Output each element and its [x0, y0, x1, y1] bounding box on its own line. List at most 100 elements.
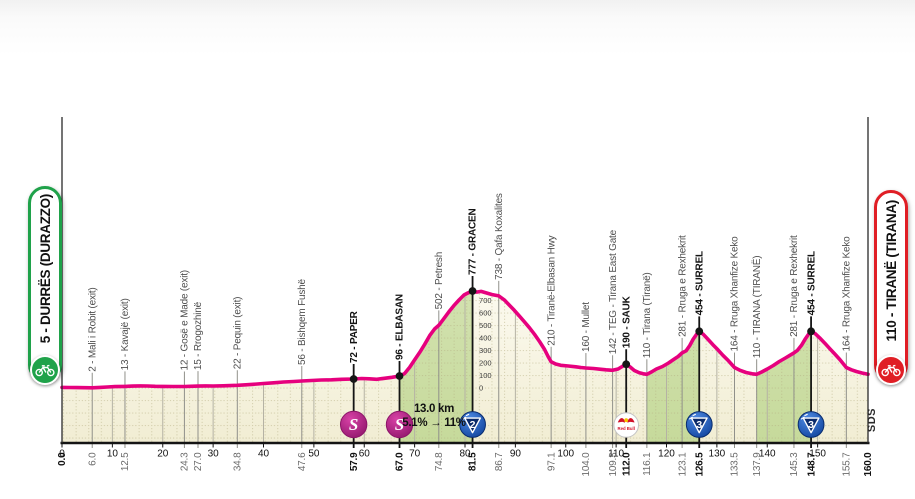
start-town-textwrap: 5 - DURRËS (DURAZZO): [31, 193, 59, 345]
km-value: 133.5: [730, 452, 741, 477]
km-value: 24.3: [180, 452, 191, 471]
axis-tick-label: 40: [258, 449, 270, 460]
sprint-icon: S: [385, 410, 414, 439]
axis-tick-label: 110: [608, 449, 624, 460]
sprint-icon: S: [339, 410, 368, 439]
elevation-scale-label: 0: [479, 384, 483, 393]
elevation-scale-label: 500: [479, 321, 492, 330]
km-value: 104.0: [581, 452, 592, 477]
svg-text:3: 3: [696, 419, 702, 431]
waypoint-label: 502 - Petresh: [434, 252, 445, 309]
finish-town-textwrap: 110 - TIRANË (TIRANA): [877, 197, 905, 345]
finish-town-badge: 110 - TIRANË (TIRANA): [874, 190, 908, 385]
km-value: 27.0: [193, 452, 204, 471]
svg-text:Red Bull: Red Bull: [617, 426, 634, 431]
elevation-scale-label: 100: [479, 371, 492, 380]
category-3-climb-icon: 3: [685, 411, 713, 438]
waypoint-label: 110 - Tirana (Tiranë): [642, 272, 653, 358]
axis-tick-label: 150: [809, 449, 826, 460]
waypoint-dot: [468, 287, 477, 295]
km-value: 155.7: [842, 452, 853, 477]
redbull-km-icon: Red Bull: [613, 412, 640, 438]
waypoint-label: 281 - Rruga e Rexhekrit: [789, 235, 800, 337]
elevation-scale-label: 200: [479, 359, 492, 368]
start-town-badge: 5 - DURRËS (DURAZZO): [28, 186, 62, 385]
elevation-profile-line: [60, 289, 870, 390]
km-value: 0.0: [57, 452, 68, 466]
climb-note-gradient: 5.1% → 11%: [402, 417, 466, 430]
waypoint-label: 12 - Gosë e Made (exit): [180, 270, 191, 370]
waypoint-label: 160 - Mullet: [581, 302, 592, 352]
km-value: 67.0: [395, 452, 406, 471]
waypoint-label: 738 - Qafa Koxalites: [494, 193, 505, 280]
waypoint-dot: [622, 360, 631, 369]
km-value: 57.9: [349, 452, 360, 471]
bicycle-icon: [881, 364, 901, 377]
km-value: 112.0: [621, 452, 632, 476]
km-value: 47.6: [297, 452, 308, 471]
waypoint-label: 454 - SURREL: [806, 251, 817, 315]
climb-note-length: 13.0 km: [413, 403, 455, 415]
km-values: 0.0 6.0 12.5 24.3 27.0 34.8 47.6 57.9 67.0 74.8 81…: [57, 452, 874, 477]
axis-tick-label: 20: [157, 449, 169, 460]
waypoint-label: 210 - Tiranë-Elbasan Hwy: [546, 235, 557, 345]
km-value: 109.3: [608, 452, 619, 477]
waypoint-dots: [349, 287, 815, 383]
waypoint-label: 281 - Rruga e Rexhekrit: [677, 235, 688, 337]
km-value: 12.5: [120, 452, 131, 471]
axis-tick-label: 120: [658, 449, 675, 460]
km-value: 137.9: [752, 452, 763, 477]
axis-tick-label: 90: [510, 449, 522, 460]
axis-tick-label: 70: [409, 449, 421, 460]
plot-borders: [61, 117, 869, 443]
axis-tick-label: 130: [709, 449, 726, 460]
km-value: 86.7: [494, 452, 505, 471]
waypoint-label: 96 - ELBASAN: [395, 294, 406, 360]
waypoint-dot: [395, 372, 404, 380]
waypoint-label: 56 - Bishqem Fushë: [297, 278, 308, 365]
svg-text:3: 3: [808, 419, 814, 431]
svg-text:2: 2: [470, 419, 476, 431]
axis-tick-label: 50: [308, 449, 320, 460]
elevation-scale-label: 400: [479, 334, 492, 343]
km-value: 126.5: [694, 452, 705, 477]
axis-tick-label: 60: [359, 449, 371, 460]
course-icons: S S 2 Red Bull 3 3: [339, 410, 825, 439]
km-value: 6.0: [87, 452, 98, 466]
axis-tick-label: 30: [208, 449, 220, 460]
finish-town-label: 110 - TIRANË (TIRANA): [883, 200, 899, 342]
waypoint-label: 164 - Rruga Xhanfize Keko: [730, 236, 741, 352]
km-value: 34.8: [233, 452, 244, 471]
waypoint-label: 22 - Pequin (exit): [233, 297, 244, 370]
elevation-scale-label: 300: [479, 346, 492, 355]
category-2-climb-icon: 2: [459, 411, 486, 438]
waypoint-label: 777 - GRACEN: [468, 208, 479, 275]
elevation-scale-label: 700: [479, 296, 492, 305]
axis-tick-label: 140: [759, 449, 776, 460]
waypoint-label: 164 - Rruga Xhanfize Keko: [842, 236, 853, 352]
sds-logo-wrap: SDS: [866, 400, 878, 440]
climb-gradient-note: 13.0 km 5.1% → 11%: [398, 402, 470, 431]
km-value: 74.8: [434, 452, 445, 471]
waypoint-label: 72 - PAPER: [349, 310, 360, 363]
elevation-scale: 0 100 200 300 400 500 600 700: [479, 296, 492, 392]
km-value: 97.1: [546, 452, 557, 471]
km-value: 123.1: [677, 452, 688, 477]
axis-tick-label: 100: [557, 449, 574, 460]
start-town-label: 5 - DURRËS (DURAZZO): [37, 194, 53, 344]
km-value: 160.0: [863, 452, 874, 477]
waypoint-dot: [349, 375, 358, 383]
waypoint-label: 13 - Kavajë (exit): [120, 298, 131, 370]
start-bike-circle: [30, 355, 60, 385]
waypoint-label: 190 - SAUK: [621, 295, 632, 348]
svg-text:S: S: [349, 415, 358, 434]
waypoint-label: 110 - TIRANA (TIRANË): [751, 256, 763, 359]
waypoint-label: 2 - Mali i Robit (exit): [87, 287, 98, 371]
axis-tick-label: 10: [107, 449, 119, 460]
bicycle-icon: [35, 364, 55, 377]
waypoint-label: 454 - SURREL: [694, 251, 705, 315]
svg-text:S: S: [395, 415, 404, 434]
category-3-climb-icon: 3: [797, 411, 825, 438]
